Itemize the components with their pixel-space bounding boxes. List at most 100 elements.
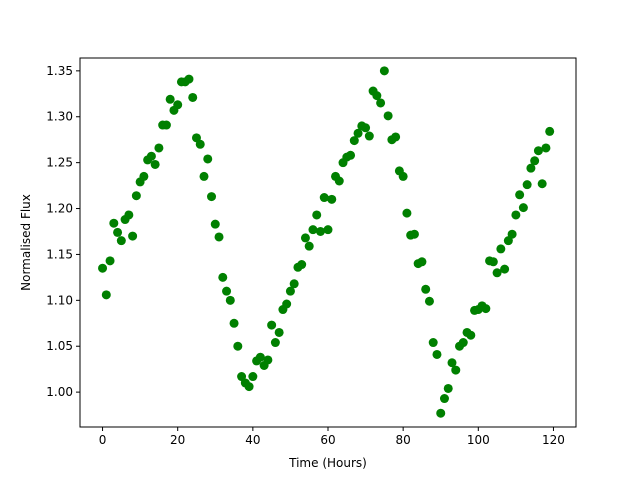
data-point <box>537 179 547 189</box>
data-point <box>346 150 356 160</box>
data-point <box>128 231 138 241</box>
data-point <box>530 156 540 166</box>
data-point <box>282 299 292 309</box>
data-point <box>173 100 183 110</box>
data-point <box>398 171 408 181</box>
data-point <box>255 352 265 362</box>
x-axis-label: Time (Hours) <box>288 456 367 470</box>
data-point <box>391 132 401 142</box>
data-point <box>218 272 228 282</box>
x-tick-label: 40 <box>245 433 260 447</box>
data-point <box>500 264 510 274</box>
data-point <box>300 233 310 243</box>
data-point <box>545 126 555 136</box>
data-point <box>383 111 393 121</box>
data-point <box>315 226 325 236</box>
y-axis-ticks: 1.00 1.05 1.10 1.15 1.20 1.25 1.30 1.35 <box>46 64 80 399</box>
data-point <box>229 318 239 328</box>
data-point <box>507 229 517 239</box>
data-points <box>98 66 555 418</box>
data-point <box>451 365 461 375</box>
data-point <box>285 286 295 296</box>
data-point <box>319 193 329 203</box>
data-point <box>526 163 536 173</box>
data-point <box>154 143 164 153</box>
data-point <box>488 257 498 267</box>
data-point <box>421 284 431 294</box>
data-point <box>327 194 337 204</box>
data-point <box>312 210 322 220</box>
data-point <box>139 171 149 181</box>
data-point <box>361 123 371 133</box>
data-point <box>225 295 235 305</box>
data-point <box>124 210 134 220</box>
data-point <box>424 296 434 306</box>
data-point <box>233 341 243 351</box>
data-point <box>222 286 232 296</box>
data-point <box>372 91 382 101</box>
data-point <box>436 408 446 418</box>
y-tick-label: 1.20 <box>46 202 73 216</box>
data-point <box>522 180 532 190</box>
data-point <box>270 338 280 348</box>
x-axis-ticks: 0 20 40 60 80 100 120 <box>99 427 565 447</box>
data-point <box>203 154 213 164</box>
data-point <box>515 190 525 200</box>
data-point <box>161 120 171 130</box>
data-point <box>214 232 224 242</box>
data-point <box>207 192 217 202</box>
data-point <box>263 355 273 365</box>
data-point <box>458 338 468 348</box>
data-point <box>308 225 318 235</box>
y-tick-label: 1.15 <box>46 247 73 261</box>
data-point <box>511 210 521 220</box>
data-point <box>304 241 314 251</box>
y-tick-label: 1.25 <box>46 156 73 170</box>
x-tick-label: 0 <box>99 433 107 447</box>
data-point <box>323 225 333 235</box>
data-point <box>496 244 506 254</box>
data-point <box>409 229 419 239</box>
data-point <box>481 304 491 314</box>
data-point <box>541 143 551 153</box>
data-point <box>195 139 205 149</box>
x-tick-label: 80 <box>396 433 411 447</box>
data-point <box>210 219 220 229</box>
data-point <box>376 98 386 108</box>
data-point <box>364 131 374 141</box>
data-point <box>199 171 209 181</box>
data-point <box>267 320 277 330</box>
y-axis-label: Normalised Flux <box>19 194 33 291</box>
data-point <box>533 146 543 156</box>
data-point <box>466 330 476 340</box>
data-point <box>109 218 119 228</box>
data-point <box>244 382 254 392</box>
x-tick-label: 100 <box>467 433 490 447</box>
data-point <box>417 257 427 267</box>
x-tick-label: 120 <box>542 433 565 447</box>
data-point <box>248 372 258 382</box>
data-point <box>105 256 115 266</box>
data-point <box>297 260 307 270</box>
data-point <box>334 176 344 186</box>
data-point <box>447 358 457 368</box>
data-point <box>131 191 141 201</box>
data-point <box>146 151 156 161</box>
data-point <box>402 208 412 218</box>
data-point <box>432 349 442 359</box>
data-point <box>113 227 123 237</box>
data-point <box>518 203 528 213</box>
data-point <box>188 92 198 102</box>
data-point <box>101 290 111 300</box>
data-point <box>150 159 160 169</box>
data-point <box>492 268 502 278</box>
data-point <box>379 66 389 76</box>
data-point <box>116 236 126 246</box>
data-point <box>353 128 363 138</box>
y-tick-label: 1.00 <box>46 385 73 399</box>
y-tick-label: 1.05 <box>46 339 73 353</box>
y-tick-label: 1.35 <box>46 64 73 78</box>
x-tick-label: 60 <box>320 433 335 447</box>
data-point <box>289 279 299 289</box>
x-tick-label: 20 <box>170 433 185 447</box>
